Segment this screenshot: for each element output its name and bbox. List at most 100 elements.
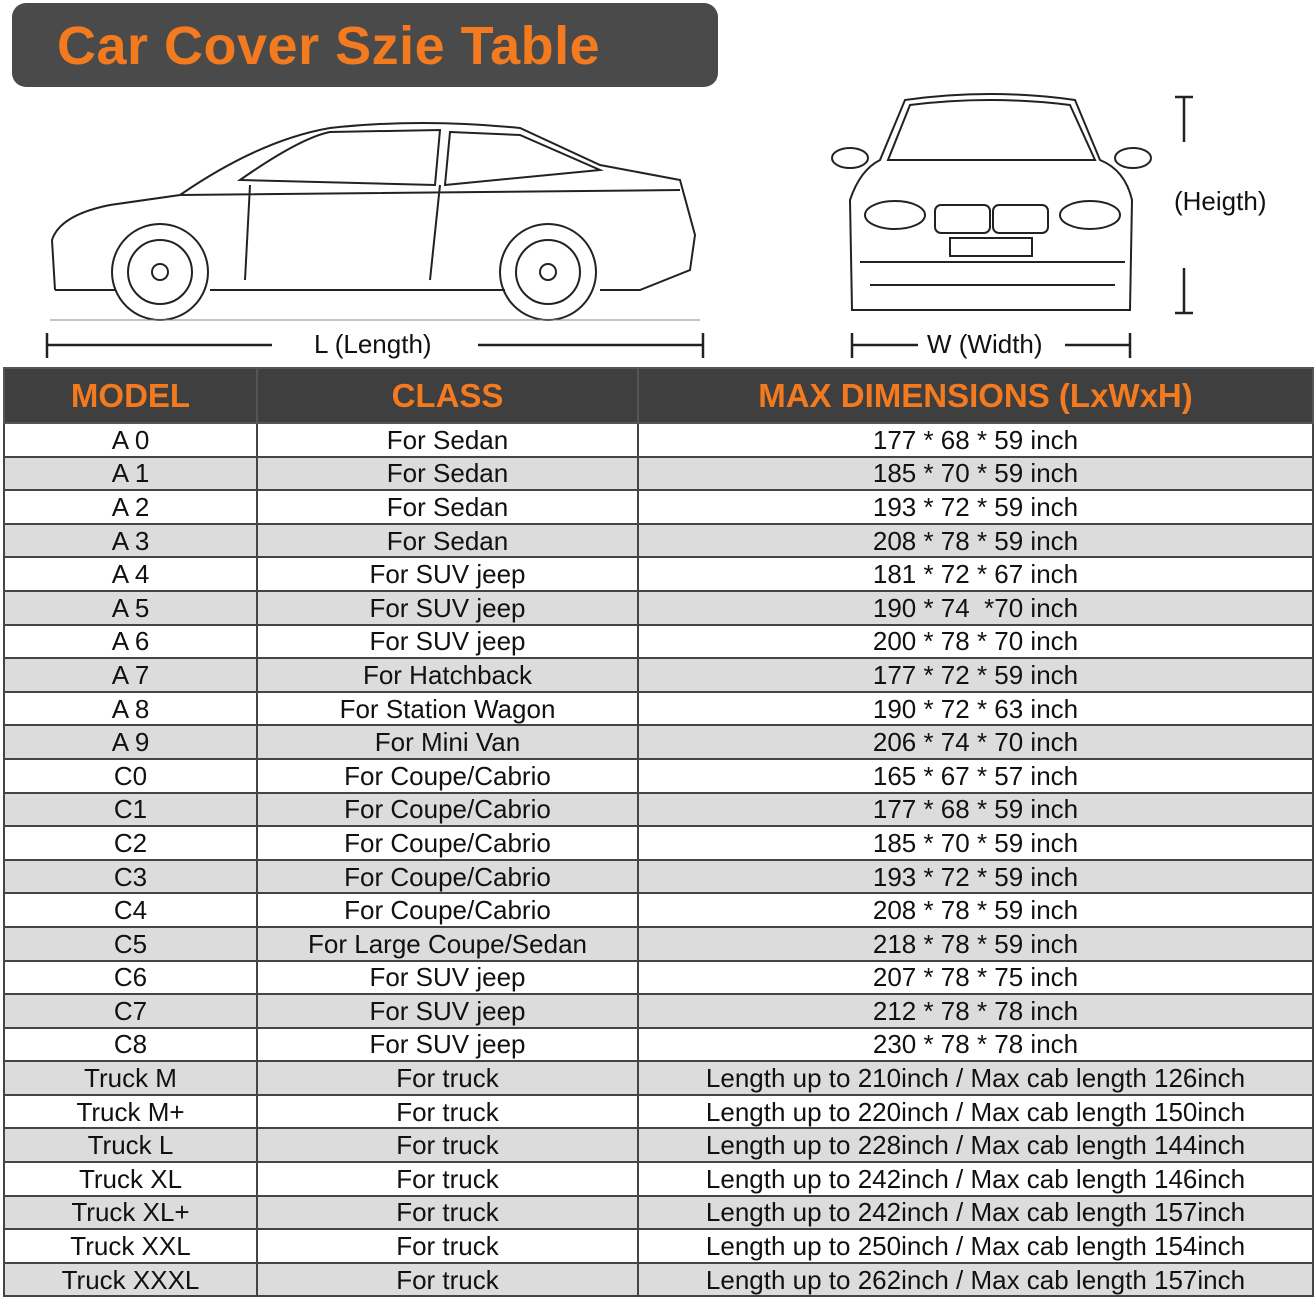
width-dimension-line [850,333,1132,358]
model-cell: A 7 [3,657,258,693]
table-row: A 9 For Mini Van 206 * 74 * 70 inch [3,724,1314,760]
table-row: A 7 For Hatchback 177 * 72 * 59 inch [3,657,1314,693]
class-cell: For Coupe/Cabrio [256,892,639,928]
table-row: A 3 For Sedan 208 * 78 * 59 inch [3,522,1314,559]
class-cell: For truck [256,1228,639,1264]
dimensions-cell: 208 * 78 * 59 inch [637,892,1314,928]
class-cell: For Coupe/Cabrio [256,791,639,828]
class-cell: For Coupe/Cabrio [256,757,639,794]
header-dimensions: MAX DIMENSIONS (LxWxH) [637,367,1314,424]
table-row: C5 For Large Coupe/Sedan 218 * 78 * 59 inc… [3,925,1314,962]
class-cell: For truck [256,1093,639,1130]
table-row: A 2 For Sedan 193 * 72 * 59 inch [3,489,1314,525]
class-cell: For Sedan [256,489,639,525]
model-cell: A 5 [3,589,258,626]
class-cell: For Coupe/Cabrio [256,825,639,861]
model-cell: C3 [3,858,258,895]
dimensions-cell: 206 * 74 * 70 inch [637,724,1314,760]
model-cell: C0 [3,757,258,794]
class-cell: For truck [256,1194,639,1231]
dimensions-cell: 177 * 68 * 59 inch [637,422,1314,458]
model-cell: A 8 [3,690,258,727]
height-dimension-line [1175,95,1193,315]
dimensions-cell: Length up to 210inch / Max cab length 12… [637,1060,1314,1096]
table-row: Truck M+ For truck Length up to 220inch / … [3,1093,1314,1130]
dimensions-cell: 185 * 70 * 59 inch [637,825,1314,861]
dimensions-cell: 218 * 78 * 59 inch [637,925,1314,962]
dimensions-cell: Length up to 262inch / Max cab length 15… [637,1261,1314,1297]
class-cell: For SUV jeep [256,993,639,1029]
header-model: MODEL [3,367,258,424]
class-cell: For truck [256,1127,639,1164]
table-row: C6 For SUV jeep 207 * 78 * 75 inch [3,959,1314,996]
model-cell: C4 [3,892,258,928]
model-cell: Truck M+ [3,1093,258,1130]
model-cell: C1 [3,791,258,828]
class-cell: For SUV jeep [256,623,639,660]
dimensions-cell: Length up to 250inch / Max cab length 15… [637,1228,1314,1264]
dimensions-cell: 230 * 78 * 78 inch [637,1026,1314,1063]
title-banner: Car Cover Szie Table [12,3,718,87]
table-row: Truck XL For truck Length up to 242inch / … [3,1161,1314,1197]
dimensions-cell: Length up to 242inch / Max cab length 14… [637,1161,1314,1197]
dimensions-cell: 193 * 72 * 59 inch [637,858,1314,895]
width-label: W (Width) [925,329,1045,360]
class-cell: For Station Wagon [256,690,639,727]
model-cell: C7 [3,993,258,1029]
class-cell: For truck [256,1060,639,1096]
size-table: MODEL CLASS MAX DIMENSIONS (LxWxH) A 0 Fo… [3,367,1314,1297]
model-cell: Truck XL [3,1161,258,1197]
model-cell: Truck XXL [3,1228,258,1264]
model-cell: C8 [3,1026,258,1063]
model-cell: Truck XL+ [3,1194,258,1231]
height-label: (Heigth) [1168,186,1273,217]
model-cell: C6 [3,959,258,996]
class-cell: For SUV jeep [256,589,639,626]
page-title: Car Cover Szie Table [57,16,601,76]
table-row: A 4 For SUV jeep 181 * 72 * 67 inch [3,556,1314,592]
class-cell: For Sedan [256,455,639,492]
model-cell: A 4 [3,556,258,592]
table-row: C0 For Coupe/Cabrio 165 * 67 * 57 inch [3,757,1314,794]
table-row: A 0 For Sedan 177 * 68 * 59 inch [3,422,1314,458]
dimensions-cell: 193 * 72 * 59 inch [637,489,1314,525]
car-side-view-illustration [50,122,700,321]
model-cell: Truck L [3,1127,258,1164]
class-cell: For Hatchback [256,657,639,693]
dimensions-cell: 207 * 78 * 75 inch [637,959,1314,996]
dimensions-cell: Length up to 228inch / Max cab length 14… [637,1127,1314,1164]
table-row: C3 For Coupe/Cabrio 193 * 72 * 59 inch [3,858,1314,895]
class-cell: For truck [256,1161,639,1197]
dimensions-cell: 190 * 72 * 63 inch [637,690,1314,727]
dimensions-cell: 185 * 70 * 59 inch [637,455,1314,492]
class-cell: For truck [256,1261,639,1297]
header-class: CLASS [256,367,639,424]
table-row: C4 For Coupe/Cabrio 208 * 78 * 59 inch [3,892,1314,928]
class-cell: For Large Coupe/Sedan [256,925,639,962]
length-label: L (Length) [308,329,438,360]
class-cell: For SUV jeep [256,959,639,996]
table-row: A 5 For SUV jeep 190 * 74 *70 inch [3,589,1314,626]
model-cell: A 3 [3,522,258,559]
table-row: C1 For Coupe/Cabrio 177 * 68 * 59 inch [3,791,1314,828]
table-row: A 6 For SUV jeep 200 * 78 * 70 inch [3,623,1314,660]
dimensions-cell: 177 * 72 * 59 inch [637,657,1314,693]
table-row: A 8 For Station Wagon 190 * 72 * 63 inch [3,690,1314,727]
dimensions-cell: 181 * 72 * 67 inch [637,556,1314,592]
class-cell: For SUV jeep [256,556,639,592]
table-row: Truck M For truck Length up to 210inch / M… [3,1060,1314,1096]
table-row: C7 For SUV jeep 212 * 78 * 78 inch [3,993,1314,1029]
table-row: C2 For Coupe/Cabrio 185 * 70 * 59 inch [3,825,1314,861]
car-front-view-illustration [831,93,1152,311]
class-cell: For Coupe/Cabrio [256,858,639,895]
class-cell: For SUV jeep [256,1026,639,1063]
dimensions-cell: Length up to 220inch / Max cab length 15… [637,1093,1314,1130]
dimensions-cell: Length up to 242inch / Max cab length 15… [637,1194,1314,1231]
model-cell: A 6 [3,623,258,660]
table-row: Truck XXL For truck Length up to 250inch /… [3,1228,1314,1264]
car-illustrations [45,93,1193,358]
table-header-row: MODEL CLASS MAX DIMENSIONS (LxWxH) [3,367,1314,424]
table-row: Truck L For truck Length up to 228inch / M… [3,1127,1314,1164]
class-cell: For Mini Van [256,724,639,760]
model-cell: A 9 [3,724,258,760]
